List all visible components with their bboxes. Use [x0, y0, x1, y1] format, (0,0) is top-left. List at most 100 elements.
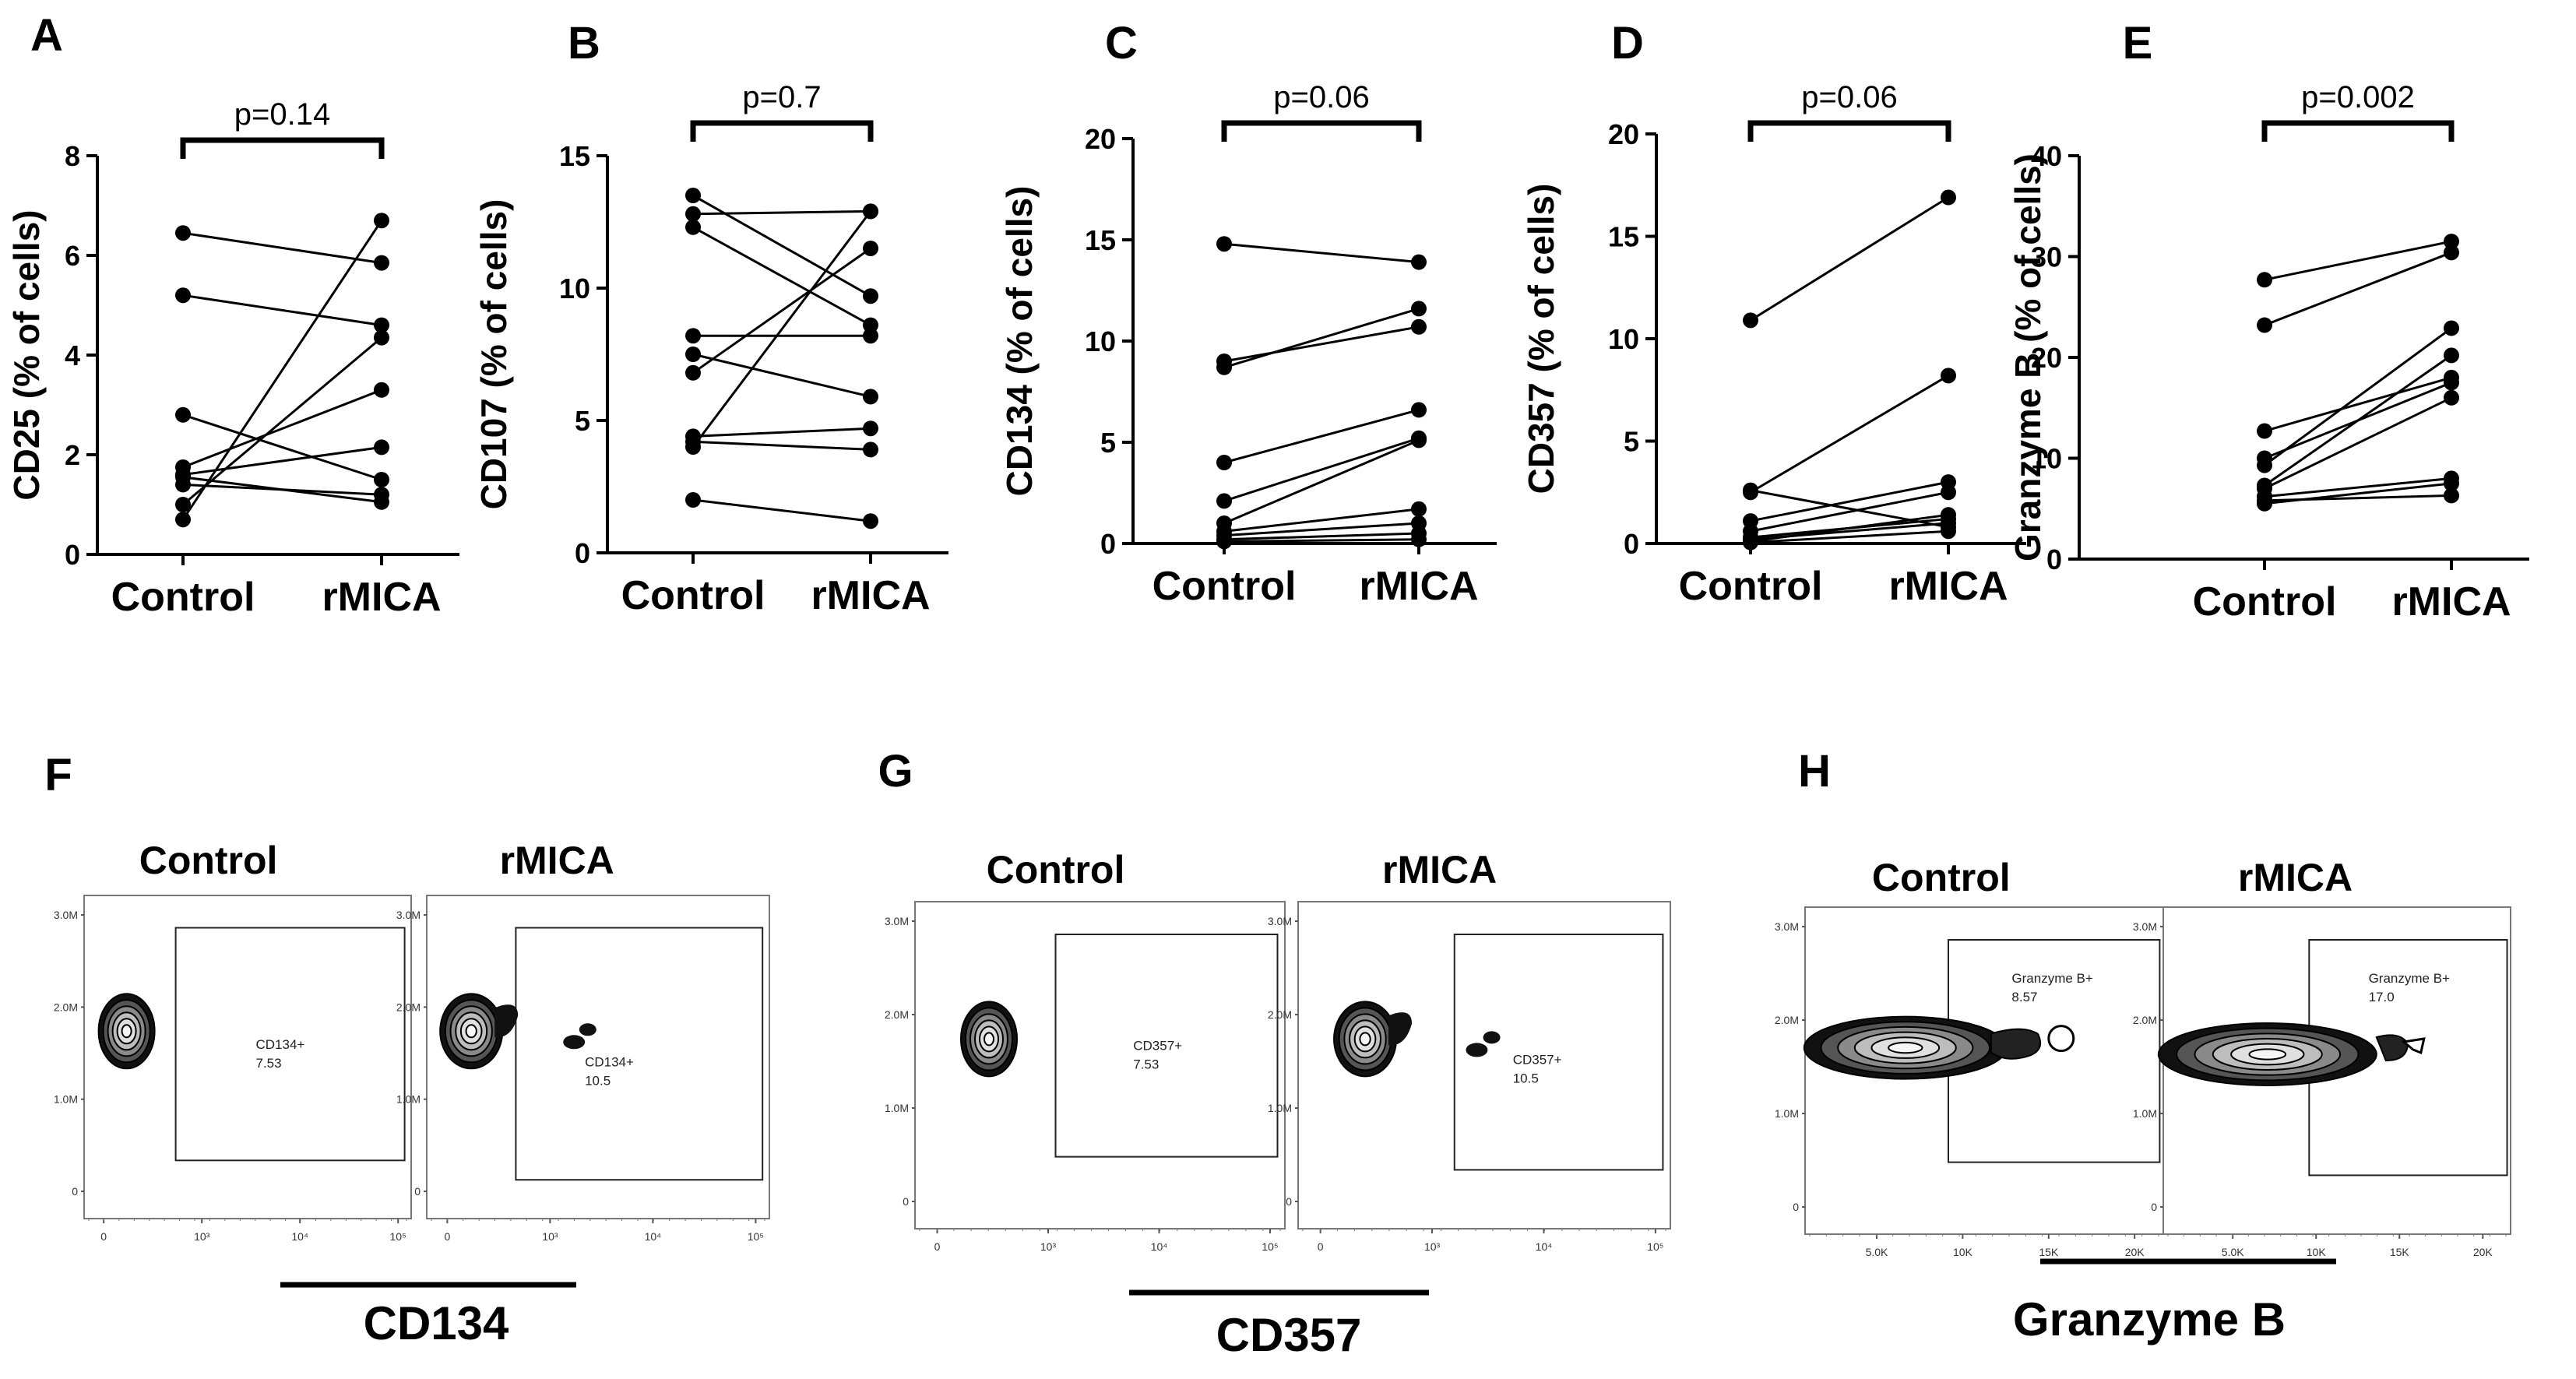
pair-line	[2264, 376, 2452, 432]
pair-line	[692, 427, 871, 438]
x-tick-label: 10⁴	[291, 1230, 308, 1243]
panel-label: E	[2123, 18, 2153, 69]
x-tick-label: 20K	[2125, 1246, 2145, 1258]
x-tick-label: 10³	[1424, 1240, 1441, 1253]
significance-bracket	[2261, 120, 2455, 142]
data-point-rmica	[374, 317, 389, 333]
data-point-control	[1216, 493, 1232, 509]
pair-line	[1750, 513, 1949, 543]
pair-line	[182, 336, 382, 506]
condition-label: rMICA	[1382, 848, 1497, 892]
data-point-control	[1743, 484, 1758, 501]
pair-line	[1223, 437, 1420, 502]
y-axis-label: Granzyme B (% of cells)	[2008, 153, 2048, 561]
pair-line	[1223, 532, 1420, 541]
dot-panel-e: E 0 10 20 30 40 Control rMICA Granzyme B (% of c…	[2008, 18, 2529, 624]
dot-panel-a: A 0 2 4 6 8 Control rMICA CD25 (% of cells) p=0.1…	[6, 10, 459, 620]
data-point-rmica	[1941, 368, 1956, 384]
data-point-rmica	[2444, 375, 2459, 391]
pair-line	[1223, 307, 1420, 369]
pair-line	[1750, 375, 1949, 494]
data-point-rmica	[374, 213, 389, 229]
data-point-control	[685, 328, 701, 344]
data-point-rmica	[863, 328, 878, 344]
data-point-rmica	[1941, 523, 1956, 540]
pair-line	[692, 440, 871, 451]
data-point-control	[175, 406, 191, 423]
x-tick-label: 10⁵	[390, 1230, 406, 1243]
x-category-label: rMICA	[811, 573, 930, 618]
y-tick-label: 3.0M	[1268, 915, 1292, 927]
y-tick-label: 0	[65, 539, 80, 571]
pair-line	[1750, 529, 1949, 544]
condition-label: Control	[987, 848, 1125, 892]
gate-value: 8.57	[2011, 990, 2037, 1004]
x-tick-label: 10⁵	[748, 1230, 764, 1243]
y-tick-label: 20	[1608, 118, 1639, 150]
x-category-label: Control	[1679, 564, 1823, 609]
x-tick-label: 10³	[194, 1230, 210, 1243]
x-tick-label: 0	[1318, 1240, 1324, 1253]
y-tick-label: 15	[1085, 224, 1116, 256]
y-tick-label: 2	[65, 439, 80, 471]
data-point-rmica	[1941, 189, 1956, 206]
gate-value: 17.0	[2369, 990, 2395, 1004]
flow-plot-rmica: rMICA 3.0M 2.0M 1.0M 0 5.0K 10K 15K 20K Granzyme …	[2133, 856, 2511, 1258]
y-axis-label: CD357 (% of cells)	[1521, 184, 1561, 494]
positive-event-cluster	[2401, 1037, 2426, 1055]
gate-rectangle	[1054, 934, 1279, 1158]
pair-line	[692, 210, 872, 448]
data-point-control	[1216, 455, 1232, 470]
condition-label: rMICA	[2238, 856, 2353, 899]
y-tick-label: 0	[575, 537, 590, 569]
y-tick-label: 10	[559, 273, 590, 304]
y-tick-label: 3.0M	[396, 909, 421, 921]
data-point-rmica	[2444, 389, 2459, 406]
significance-bracket	[1747, 120, 1951, 142]
y-tick-label: 10	[2031, 443, 2062, 475]
x-category-label: rMICA	[1359, 564, 1478, 609]
data-point-control	[175, 512, 191, 528]
y-tick-label: 10	[1085, 325, 1116, 357]
data-point-rmica	[2444, 347, 2459, 364]
data-point-rmica	[1411, 531, 1427, 547]
panel-label: A	[30, 10, 63, 61]
x-tick-label: 5.0K	[2222, 1246, 2244, 1258]
condition-label: Control	[1872, 856, 2011, 899]
data-point-rmica	[863, 389, 878, 405]
pair-line	[1750, 491, 1949, 533]
p-value: p=0.002	[2301, 80, 2415, 114]
positive-event-cluster	[2047, 1025, 2075, 1053]
data-point-control	[685, 188, 701, 203]
y-tick-label: 0	[903, 1195, 909, 1208]
x-category-label: Control	[2193, 579, 2337, 624]
y-tick-label: 0	[1100, 528, 1116, 560]
data-point-control	[685, 206, 701, 222]
data-point-control	[1216, 236, 1232, 252]
gate-value: 7.53	[256, 1056, 282, 1071]
x-tick-label: 20K	[2473, 1246, 2493, 1258]
data-point-control	[175, 225, 191, 241]
y-tick-label: 20	[2031, 342, 2062, 374]
density-contour	[1990, 1028, 2042, 1060]
p-value: p=0.7	[742, 80, 821, 114]
panel-label: H	[1798, 746, 1831, 797]
marker-label: Granzyme B	[2013, 1293, 2286, 1346]
pair-line	[692, 226, 871, 326]
p-value: p=0.06	[1273, 80, 1369, 114]
gate-value: 10.5	[1513, 1071, 1539, 1085]
y-tick-label: 1.0M	[1268, 1102, 1292, 1114]
x-tick-label: 10K	[1953, 1246, 1973, 1258]
gate-name: Granzyme B+	[2011, 971, 2092, 986]
gate-name: CD357+	[1133, 1039, 1182, 1054]
y-tick-label: 20	[1085, 123, 1116, 155]
x-tick-label: 10⁴	[645, 1230, 662, 1243]
significance-bracket	[1221, 120, 1422, 142]
y-tick-label: 1.0M	[2133, 1107, 2157, 1120]
data-point-control	[685, 219, 701, 235]
data-point-rmica	[863, 513, 878, 529]
y-tick-label: 2.0M	[1268, 1008, 1292, 1021]
y-tick-label: 4	[65, 339, 80, 371]
x-category-label: rMICA	[2391, 579, 2511, 624]
